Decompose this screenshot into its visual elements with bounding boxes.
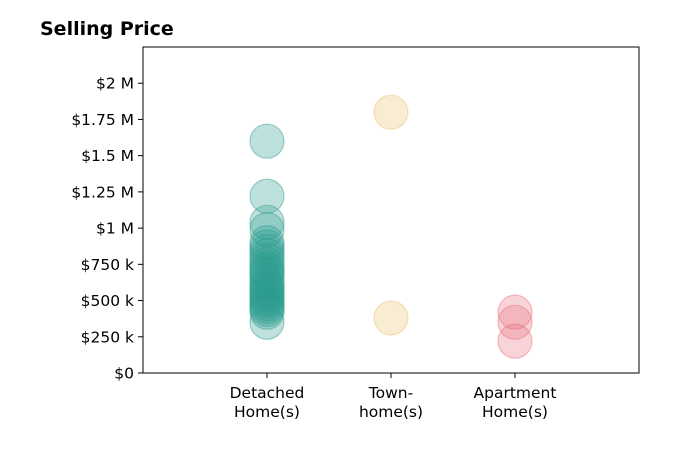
data-point <box>249 256 285 293</box>
x-tick-label: Detached <box>230 384 305 402</box>
data-point <box>497 304 533 340</box>
points-layer <box>249 94 533 359</box>
data-point <box>249 123 285 159</box>
x-tick-label: Home(s) <box>234 403 300 421</box>
data-point <box>249 204 285 240</box>
data-point <box>249 233 285 269</box>
data-point <box>249 268 285 304</box>
data-point <box>249 291 285 327</box>
data-point <box>249 274 285 310</box>
data-point <box>249 211 285 248</box>
x-tick-label: home(s) <box>359 403 423 421</box>
chart-title: Selling Price <box>40 18 174 40</box>
data-point <box>249 285 285 322</box>
x-tick-label: Apartment <box>474 384 557 402</box>
y-axis: $0 $250 k $500 k $750 k $1 M $1.25 M $1.5 M $1.… <box>71 75 143 383</box>
y-tick-label: $0 <box>114 365 134 383</box>
x-axis: DetachedHome(s)Town-home(s)ApartmentHome… <box>230 373 557 421</box>
data-point <box>249 282 285 319</box>
y-tick-label: $1.5 M <box>81 147 134 165</box>
data-point <box>249 253 285 290</box>
y-tick-label: $250 k <box>81 328 134 346</box>
data-point <box>249 238 285 274</box>
y-tick-label: $1.75 M <box>71 111 134 129</box>
y-tick-label: $2 M <box>96 75 134 93</box>
data-point <box>249 277 285 313</box>
data-point <box>249 251 285 287</box>
data-point <box>249 271 285 307</box>
y-tick-label: $1.25 M <box>71 183 134 201</box>
data-point <box>249 178 285 214</box>
data-point <box>249 242 285 278</box>
data-point <box>249 246 285 282</box>
data-point <box>249 229 285 265</box>
data-point <box>249 225 285 261</box>
data-point <box>249 261 285 297</box>
data-point <box>373 300 409 336</box>
data-point <box>497 294 533 330</box>
y-tick-label: $500 k <box>81 292 134 310</box>
data-point <box>249 304 285 340</box>
data-point <box>249 288 285 324</box>
data-point <box>497 323 533 359</box>
data-point <box>249 280 285 316</box>
x-tick-label: Town- <box>368 384 413 402</box>
data-point <box>249 265 285 301</box>
data-point <box>373 94 409 130</box>
y-tick-label: $750 k <box>81 256 134 274</box>
y-tick-label: $1 M <box>96 220 134 238</box>
data-point <box>249 294 285 330</box>
x-tick-label: Home(s) <box>482 403 548 421</box>
